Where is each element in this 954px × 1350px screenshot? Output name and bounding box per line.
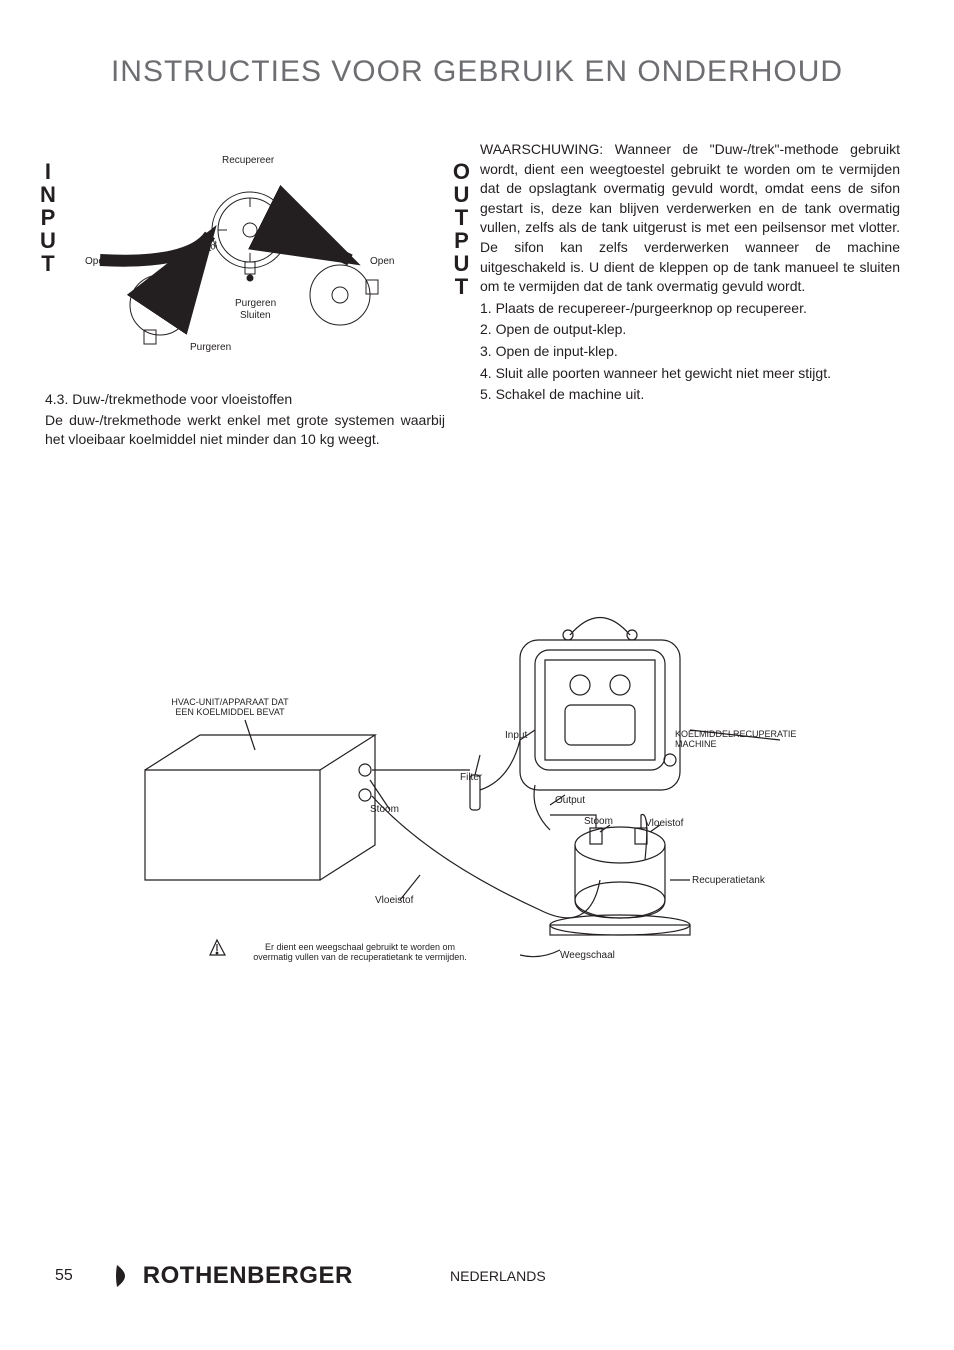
label-scale-warning: Er dient een weegschaal gebruikt te word…	[230, 943, 490, 963]
output-label: OUTPUT	[453, 160, 470, 299]
label-hvac: HVAC-UNIT/APPARAAT DATEEN KOELMIDDEL BEV…	[145, 698, 315, 718]
label-open-left: Open	[85, 256, 109, 267]
label-vloeistof2: Vloeistof	[645, 818, 683, 829]
left-column: 4.3. Duw-/trekmethode voor vloeistoffen …	[45, 390, 445, 449]
label-filter: Filter	[460, 772, 482, 783]
logo: ROTHENBERGER	[113, 1262, 353, 1290]
system-diagram: HVAC-UNIT/APPARAAT DATEEN KOELMIDDEL BEV…	[90, 580, 850, 990]
label-tank: Recuperatietank	[692, 875, 765, 886]
page-title: INSTRUCTIES VOOR GEBRUIK EN ONDERHOUD	[0, 55, 954, 89]
logo-text: ROTHENBERGER	[143, 1262, 353, 1290]
right-column: WAARSCHUWING: Wanneer de "Duw-/trek"-met…	[480, 140, 900, 407]
step-5: 5. Schakel de machine uit.	[480, 385, 900, 405]
step-2: 2. Open de output-klep.	[480, 320, 900, 340]
label-vloeistof1: Vloeistof	[375, 895, 413, 906]
valve-diagram: INPUT OUTPUT	[40, 150, 470, 370]
label-machine: KOELMIDDELRECUPERATIEMACHINE	[675, 730, 815, 750]
label-recupereer: Recupereer	[222, 155, 274, 166]
page-number: 55	[55, 1267, 73, 1285]
label-purgeren2: Purgeren	[190, 342, 231, 353]
step-4: 4. Sluit alle poorten wanneer het gewich…	[480, 364, 900, 384]
step-1: 1. Plaats de recupereer-/purgeerknop op …	[480, 299, 900, 319]
system-svg	[90, 580, 850, 990]
input-label: INPUT	[40, 160, 56, 275]
section-heading: 4.3. Duw-/trekmethode voor vloeistoffen	[45, 390, 445, 409]
step-3: 3. Open de input-klep.	[480, 342, 900, 362]
label-stoom2: Stoom	[584, 816, 613, 827]
label-input: Input	[505, 730, 527, 741]
warning-text: WAARSCHUWING: Wanneer de "Duw-/trek"-met…	[480, 140, 900, 297]
logo-icon	[113, 1263, 139, 1289]
label-open-right: Open	[370, 256, 394, 267]
label-output: Output	[555, 795, 585, 806]
label-stoom1: Stoom	[370, 804, 399, 815]
section-body: De duw-/trekmethode werkt enkel met grot…	[45, 411, 445, 449]
label-sluiten: Sluiten	[240, 310, 271, 321]
label-purgeren1: Purgeren	[235, 298, 276, 309]
label-weegschaal: Weegschaal	[560, 950, 615, 961]
language-label: NEDERLANDS	[450, 1268, 546, 1284]
footer: 55 ROTHENBERGER NEDERLANDS	[0, 1262, 954, 1290]
